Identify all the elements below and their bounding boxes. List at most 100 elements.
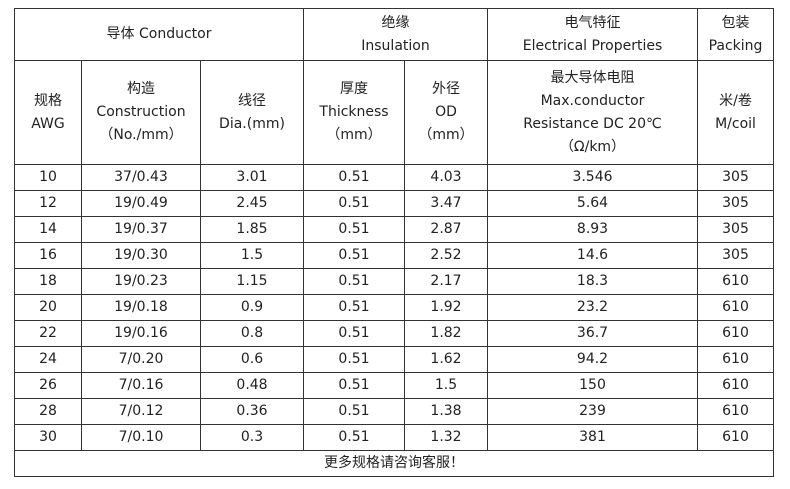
header-line: 电气特征 bbox=[564, 14, 621, 31]
cell: 18 bbox=[14, 268, 82, 295]
data-row: 20 19/0.18 0.9 0.51 1.92 23.2 610 bbox=[14, 294, 774, 321]
cell: 2.87 bbox=[404, 216, 488, 243]
data-row: 10 37/0.43 3.01 0.51 4.03 3.546 305 bbox=[14, 164, 774, 191]
footer-row: 更多规格请咨询客服！ bbox=[14, 450, 774, 477]
cell: 18.3 bbox=[487, 268, 698, 295]
cell: 19/0.18 bbox=[81, 294, 201, 321]
cell: 20 bbox=[14, 294, 82, 321]
cell: 1.38 bbox=[404, 398, 488, 425]
cell: 0.51 bbox=[303, 216, 405, 243]
header-line: 线径 bbox=[238, 92, 266, 109]
cell: 0.51 bbox=[303, 372, 405, 399]
cell: 23.2 bbox=[487, 294, 698, 321]
header-line: Electrical Properties bbox=[522, 37, 663, 54]
header-line: AWG bbox=[31, 115, 65, 132]
cell: 0.51 bbox=[303, 268, 405, 295]
header-line: Max.conductor bbox=[540, 92, 645, 109]
data-row: 12 19/0.49 2.45 0.51 3.47 5.64 305 bbox=[14, 190, 774, 217]
cell: 19/0.23 bbox=[81, 268, 201, 295]
column-header: 厚度 Thickness （mm） bbox=[303, 60, 405, 165]
header-line: （Ω/km） bbox=[559, 138, 626, 155]
cell: 610 bbox=[697, 398, 774, 425]
header-line: 导体 Conductor bbox=[106, 26, 212, 42]
cell: 37/0.43 bbox=[81, 164, 201, 191]
header-line: OD bbox=[435, 104, 457, 120]
cell: 12 bbox=[14, 190, 82, 217]
data-row: 16 19/0.30 1.5 0.51 2.52 14.6 305 bbox=[14, 242, 774, 269]
data-row: 24 7/0.20 0.6 0.51 1.62 94.2 610 bbox=[14, 346, 774, 373]
cell: 610 bbox=[697, 320, 774, 347]
cell: 2.17 bbox=[404, 268, 488, 295]
group-header: 电气特征 Electrical Properties bbox=[487, 8, 698, 61]
column-header: 线径 Dia.(mm) bbox=[200, 60, 304, 165]
cell: 8.93 bbox=[487, 216, 698, 243]
cell: 36.7 bbox=[487, 320, 698, 347]
header-line: （No./mm） bbox=[99, 127, 183, 143]
cell: 94.2 bbox=[487, 346, 698, 373]
group-header-row: 导体 Conductor 绝缘 Insulation 电气特征 Electrical P… bbox=[14, 8, 774, 61]
header-line: 绝缘 bbox=[381, 14, 410, 31]
header-line: 规格 bbox=[34, 92, 62, 109]
column-header: 最大导体电阻 Max.conductor Resistance DC 20℃ （Ω/k… bbox=[487, 60, 698, 165]
cell: 1.92 bbox=[404, 294, 488, 321]
column-header: 构造 Construction （No./mm） bbox=[81, 60, 201, 165]
cell: 610 bbox=[697, 268, 774, 295]
spec-table: 导体 Conductor 绝缘 Insulation 电气特征 Electrical P… bbox=[14, 8, 774, 477]
header-line: Dia.(mm) bbox=[219, 115, 285, 132]
cell: 14.6 bbox=[487, 242, 698, 269]
cell: 0.48 bbox=[200, 372, 304, 399]
cell: 2.52 bbox=[404, 242, 488, 269]
cell: 0.3 bbox=[200, 424, 304, 451]
header-line: （mm） bbox=[418, 127, 474, 143]
cell: 22 bbox=[14, 320, 82, 347]
footer-note: 更多规格请咨询客服！ bbox=[14, 450, 774, 477]
group-header: 绝缘 Insulation bbox=[303, 8, 488, 61]
cell: 14 bbox=[14, 216, 82, 243]
cell: 0.51 bbox=[303, 190, 405, 217]
cell: 10 bbox=[14, 164, 82, 191]
cell: 305 bbox=[697, 216, 774, 243]
header-line: 米/卷 bbox=[719, 92, 752, 109]
cell: 2.45 bbox=[200, 190, 304, 217]
data-row: 22 19/0.16 0.8 0.51 1.82 36.7 610 bbox=[14, 320, 774, 347]
cell: 0.51 bbox=[303, 424, 405, 451]
cell: 0.51 bbox=[303, 242, 405, 269]
header-line: 包装 bbox=[721, 14, 750, 31]
cell: 19/0.30 bbox=[81, 242, 201, 269]
cell: 5.64 bbox=[487, 190, 698, 217]
header-line: （mm） bbox=[326, 127, 382, 143]
column-header-row: 规格 AWG 构造 Construction （No./mm） 线径 Dia.(mm) 厚度 T… bbox=[14, 60, 774, 165]
cell: 381 bbox=[487, 424, 698, 451]
cell: 239 bbox=[487, 398, 698, 425]
data-row: 30 7/0.10 0.3 0.51 1.32 381 610 bbox=[14, 424, 774, 451]
column-header: 米/卷 M/coil bbox=[697, 60, 774, 165]
header-line: 外径 bbox=[432, 81, 460, 97]
cell: 1.62 bbox=[404, 346, 488, 373]
header-line: Thickness bbox=[319, 104, 389, 120]
column-header: 规格 AWG bbox=[14, 60, 82, 165]
cell: 305 bbox=[697, 164, 774, 191]
cell: 0.51 bbox=[303, 346, 405, 373]
header-line: Construction bbox=[96, 104, 186, 120]
cell: 7/0.20 bbox=[81, 346, 201, 373]
cell: 0.51 bbox=[303, 294, 405, 321]
cell: 610 bbox=[697, 346, 774, 373]
header-line: 最大导体电阻 bbox=[550, 69, 635, 86]
cell: 7/0.10 bbox=[81, 424, 201, 451]
header-line: Insulation bbox=[361, 37, 430, 54]
cell: 0.51 bbox=[303, 398, 405, 425]
cell: 3.01 bbox=[200, 164, 304, 191]
cell: 4.03 bbox=[404, 164, 488, 191]
cell: 0.51 bbox=[303, 320, 405, 347]
cell: 3.47 bbox=[404, 190, 488, 217]
cell: 0.6 bbox=[200, 346, 304, 373]
data-row: 18 19/0.23 1.15 0.51 2.17 18.3 610 bbox=[14, 268, 774, 295]
cell: 305 bbox=[697, 190, 774, 217]
cell: 1.82 bbox=[404, 320, 488, 347]
cell: 30 bbox=[14, 424, 82, 451]
table-body: 导体 Conductor 绝缘 Insulation 电气特征 Electrical P… bbox=[14, 8, 774, 477]
cell: 7/0.16 bbox=[81, 372, 201, 399]
cell: 0.36 bbox=[200, 398, 304, 425]
data-row: 28 7/0.12 0.36 0.51 1.38 239 610 bbox=[14, 398, 774, 425]
header-line: M/coil bbox=[715, 115, 756, 132]
